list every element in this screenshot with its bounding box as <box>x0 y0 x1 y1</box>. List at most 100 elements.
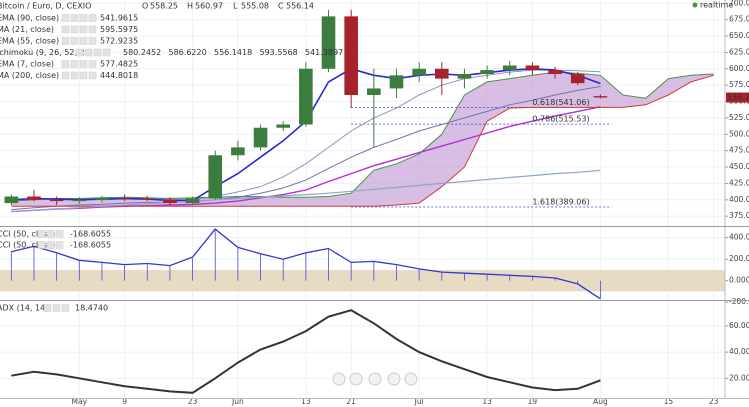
legend-icon <box>61 71 70 80</box>
candle-body <box>231 147 245 156</box>
x-tick-label: 19 <box>528 397 538 406</box>
legend-icon <box>37 230 46 238</box>
x-tick-label: 13 <box>301 397 311 406</box>
candle-body <box>502 65 517 71</box>
legend-icon <box>55 241 64 249</box>
scroll-left-button[interactable] <box>387 372 401 386</box>
x-tick-label: 13 <box>482 397 492 406</box>
legend-icon <box>55 230 64 238</box>
ohlc-value: 560.97 <box>195 2 223 11</box>
legend-icon <box>70 60 79 68</box>
realtime-label: realtime <box>700 1 733 10</box>
y-tick-label: 425.00 <box>729 178 749 187</box>
legend-icon <box>88 37 97 45</box>
x-tick-label: 9 <box>122 397 127 406</box>
y-tick-label: 400.00 <box>729 195 749 204</box>
legend-icon <box>70 25 79 34</box>
legend-icon <box>88 71 97 80</box>
legend-name: EMA (7, close) <box>0 60 54 69</box>
legend-icon <box>52 304 61 312</box>
candle-body <box>299 68 313 125</box>
legend-readout: 541.9615 <box>100 14 138 23</box>
ohlc-label: H <box>187 2 193 11</box>
candle-body <box>140 198 155 200</box>
y-tick-label: 675.00 <box>729 15 749 24</box>
last-price-tag <box>726 92 749 103</box>
y-tick-label: 0.0000 <box>729 276 749 285</box>
candle-body <box>163 199 177 204</box>
x-tick-label: 23 <box>188 397 198 406</box>
legend-icon <box>61 37 70 45</box>
y-tick-label: 60.0000 <box>729 321 749 330</box>
candle-body <box>525 65 540 71</box>
x-tick-label: 15 <box>664 397 674 406</box>
x-tick-label: Jul <box>414 397 424 406</box>
y-tick-label: 40.0000 <box>729 347 749 356</box>
legend-icon <box>43 304 52 312</box>
legend-readout: 595.5975 <box>100 25 138 34</box>
cci-band <box>0 269 725 292</box>
legend-icon <box>61 14 70 22</box>
indicator-line <box>11 169 601 213</box>
legend-readout: 572.9235 <box>100 37 138 46</box>
candle-body <box>72 199 87 202</box>
ohlc-label: C <box>278 2 284 11</box>
x-tick-label: 23 <box>709 397 719 406</box>
y-tick-label: 625.00 <box>729 47 749 56</box>
x-tick-label: 21 <box>346 397 356 406</box>
reset-button[interactable] <box>368 372 382 386</box>
legend-icon <box>61 25 70 34</box>
y-tick-label: 475.00 <box>729 146 749 155</box>
legend-name: MA (21, close) <box>0 25 54 34</box>
legend-icon <box>88 60 97 68</box>
legend-icon <box>70 14 79 22</box>
candle-body <box>95 197 109 200</box>
y-tick-label: 450.00 <box>729 162 749 171</box>
legend-icon <box>102 48 111 57</box>
legend-icon <box>75 48 84 57</box>
candle-body <box>593 96 608 98</box>
ohlc-value: 558.25 <box>150 2 178 11</box>
legend-readout: 541.3897 <box>305 48 343 57</box>
y-tick-label: 400.00 <box>729 233 749 242</box>
ohlc-label: L <box>233 2 238 11</box>
indicator-line <box>11 74 714 207</box>
candle-body <box>570 74 585 84</box>
legend-icon <box>79 14 88 22</box>
legend-icon <box>46 230 55 238</box>
legend-icon <box>79 37 88 45</box>
chart-title: Bitcoin / Euro, D, CEXIO <box>0 2 91 11</box>
zoom-in-button[interactable] <box>349 372 363 386</box>
legend-icon <box>70 71 79 80</box>
legend-name: CCI (50, close) <box>0 241 55 250</box>
y-tick-label: -200.00 <box>729 297 749 306</box>
candle-body <box>480 70 494 75</box>
plot-layer <box>4 9 714 394</box>
fib-label: 1.618(389.06) <box>532 197 589 206</box>
ohlc-label: O <box>142 2 148 11</box>
legend-name: EMA (90, close) <box>0 14 59 23</box>
candle-body <box>457 74 472 79</box>
legend-icon <box>61 60 70 68</box>
scroll-right-button[interactable] <box>404 372 418 386</box>
ohlc-value: 556.14 <box>286 2 314 11</box>
legend-readout: 580.2452 <box>123 48 161 57</box>
legend-icon <box>79 60 88 68</box>
legend-readout: 444.8018 <box>100 71 138 80</box>
y-tick-label: 525.00 <box>729 113 749 122</box>
legend-readout: 586.6220 <box>169 48 207 57</box>
fib-label: 0.618(541.06) <box>532 98 589 107</box>
legend-icon <box>79 25 88 34</box>
legend-icon <box>93 48 102 57</box>
legend-icon <box>46 241 55 249</box>
legend-name: Ichimoku (9, 26, 52, 26) <box>0 48 93 57</box>
zoom-out-button[interactable] <box>332 372 346 386</box>
candle-body <box>117 197 132 199</box>
legend-name: ADX (14, 14) <box>0 304 48 313</box>
legend-readout: -168.6055 <box>70 230 111 239</box>
candle-body <box>27 196 41 200</box>
candle-body <box>548 70 562 75</box>
